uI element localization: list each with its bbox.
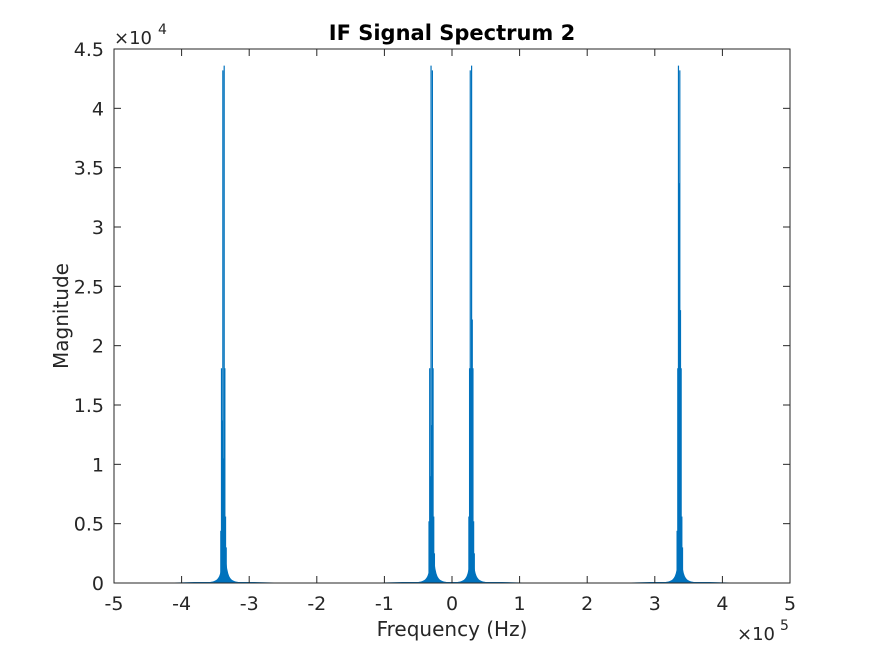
y-tick-label: 4 [92,98,104,120]
y-multiplier-base: ×10 [114,28,152,49]
y-tick-label: 3.5 [74,158,104,180]
x-ticks: -5 -4 -3 -2 -1 0 1 2 3 4 5 [105,49,796,615]
x-multiplier: ×10 5 [737,618,789,645]
y-tick-label: 0.5 [74,514,104,536]
x-tick-label: 2 [581,593,593,615]
x-tick-label: -3 [240,593,259,615]
x-multiplier-exponent: 5 [780,618,789,634]
x-tick-label: 0 [446,593,458,615]
x-tick-label: 5 [784,593,796,615]
x-tick-label: -5 [105,593,124,615]
plot-area [114,49,790,583]
x-tick-label: -2 [307,593,326,615]
y-tick-label: 4.5 [74,39,104,61]
x-tick-label: -1 [375,593,394,615]
y-tick-label: 1.5 [74,395,104,417]
y-ticks: 0 0.5 1 1.5 2 2.5 3 3.5 4 4.5 [74,39,790,595]
y-tick-label: 0 [92,573,104,595]
y-multiplier: ×10 4 [114,22,167,49]
y-tick-label: 1 [92,454,104,476]
x-tick-label: 4 [716,593,728,615]
x-tick-label: 1 [514,593,526,615]
x-tick-label: -4 [172,593,191,615]
chart-title: IF Signal Spectrum 2 [329,21,575,45]
x-multiplier-base: ×10 [737,624,775,645]
y-tick-label: 2.5 [74,276,104,298]
y-tick-label: 3 [92,217,104,239]
x-axis-label: Frequency (Hz) [377,617,528,641]
y-tick-label: 2 [92,336,104,358]
y-axis-label: Magnitude [49,263,73,369]
y-multiplier-exponent: 4 [158,22,167,38]
x-tick-label: 3 [649,593,661,615]
